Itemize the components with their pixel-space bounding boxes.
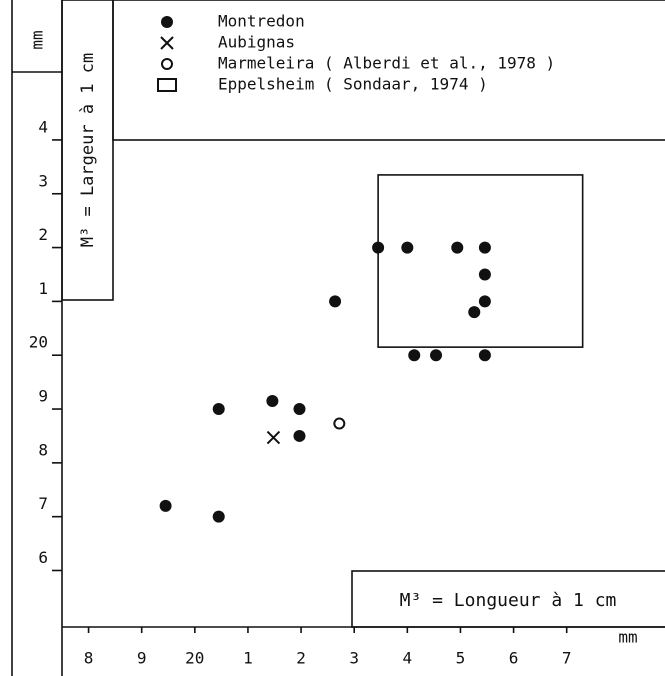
x-title: M³ = Longueur à 1 cm [400,590,617,611]
point [293,429,306,442]
point [478,241,491,254]
x-tick-label: 2 [296,649,306,668]
y-title-box [61,0,114,301]
y-title: M³ = Largeur à 1 cm [78,53,98,247]
y-tick-label: 4 [38,117,48,136]
x-tick-label: 5 [456,649,466,668]
point [468,306,481,319]
legend-marker [157,78,177,92]
region [377,174,584,348]
y-tick-label: 20 [29,333,48,352]
x-tick-label: 4 [403,649,413,668]
y-tick-label: 9 [38,387,48,406]
point [478,268,491,281]
point [329,295,342,308]
point [430,349,443,362]
legend-label: Marmeleira ( Alberdi et al., 1978 ) [218,54,555,73]
y-tick-label: 2 [38,225,48,244]
y-tick-label: 8 [38,440,48,459]
point [478,349,491,362]
x-tick-label: 20 [185,649,204,668]
point [333,417,346,430]
x-tick-label: 1 [243,649,253,668]
y-axis-label: mm [28,30,47,49]
x-tick-label: 6 [509,649,519,668]
legend-label: Montredon [218,12,305,31]
x-tick-label: 8 [84,649,94,668]
legend-label: Eppelsheim ( Sondaar, 1974 ) [218,75,488,94]
point [293,403,306,416]
y-tick-label: 1 [38,279,48,298]
legend-marker [161,16,173,28]
point [212,403,225,416]
y-tick-label: 3 [38,171,48,190]
x-title-box [351,570,665,628]
x-tick-label: 7 [562,649,572,668]
point [212,510,225,523]
point [159,499,172,512]
y-tick-label: 7 [38,494,48,513]
legend-marker [161,58,173,70]
y-tick-label: 6 [38,548,48,567]
legend-label: Aubignas [218,33,295,52]
x-tick-label: 9 [137,649,147,668]
point [266,430,281,445]
point [266,394,279,407]
x-tick-label: 3 [349,649,359,668]
point [401,241,414,254]
point [478,295,491,308]
point [451,241,464,254]
legend-marker [160,36,174,50]
legend-box [112,0,665,141]
x-axis-label: mm [618,628,637,647]
point [408,349,421,362]
